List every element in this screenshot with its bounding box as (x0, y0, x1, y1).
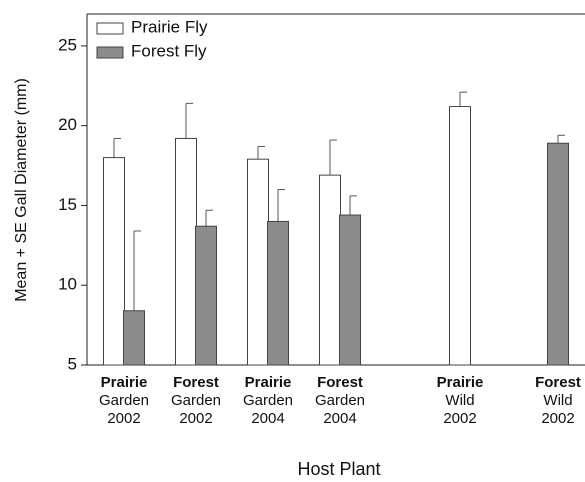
bar (267, 220, 289, 366)
y-axis-label: Mean + SE Gall Diameter (mm) (13, 78, 30, 302)
x-tick-label: Prairie (245, 374, 292, 391)
bar (339, 214, 361, 366)
legend-swatch (96, 22, 124, 35)
bar (247, 158, 269, 366)
x-tick-label: Wild (445, 392, 474, 409)
bar (319, 174, 341, 366)
legend-label: Prairie Fly (131, 17, 208, 36)
x-tick-label: Garden (243, 392, 293, 409)
x-tick-label: Wild (543, 392, 572, 409)
bar (175, 137, 197, 366)
x-tick-label: Forest (173, 374, 219, 391)
x-tick-label: Garden (171, 392, 221, 409)
x-tick-label: Forest (535, 374, 581, 391)
x-tick-label: 2002 (107, 410, 140, 427)
bar (195, 225, 217, 366)
bar (123, 310, 145, 366)
x-tick-label: 2002 (179, 410, 212, 427)
x-tick-label: Garden (99, 392, 149, 409)
y-tick-label: 10 (58, 275, 77, 294)
bar (547, 142, 569, 366)
x-tick-label: Garden (315, 392, 365, 409)
y-tick-label: 15 (58, 195, 77, 214)
x-tick-label: 2002 (443, 410, 476, 427)
y-tick-label: 25 (58, 35, 77, 54)
x-axis-label: Host Plant (297, 459, 380, 479)
x-tick-label: 2004 (251, 410, 284, 427)
legend-swatch (96, 46, 124, 59)
y-tick-label: 5 (68, 354, 77, 373)
bar (449, 106, 471, 366)
bar (103, 157, 125, 366)
x-tick-label: Prairie (437, 374, 484, 391)
x-tick-label: Forest (317, 374, 363, 391)
x-tick-label: Prairie (101, 374, 148, 391)
y-tick-label: 20 (58, 115, 77, 134)
legend-label: Forest Fly (131, 41, 207, 60)
x-tick-label: 2002 (541, 410, 574, 427)
x-tick-label: 2004 (323, 410, 356, 427)
